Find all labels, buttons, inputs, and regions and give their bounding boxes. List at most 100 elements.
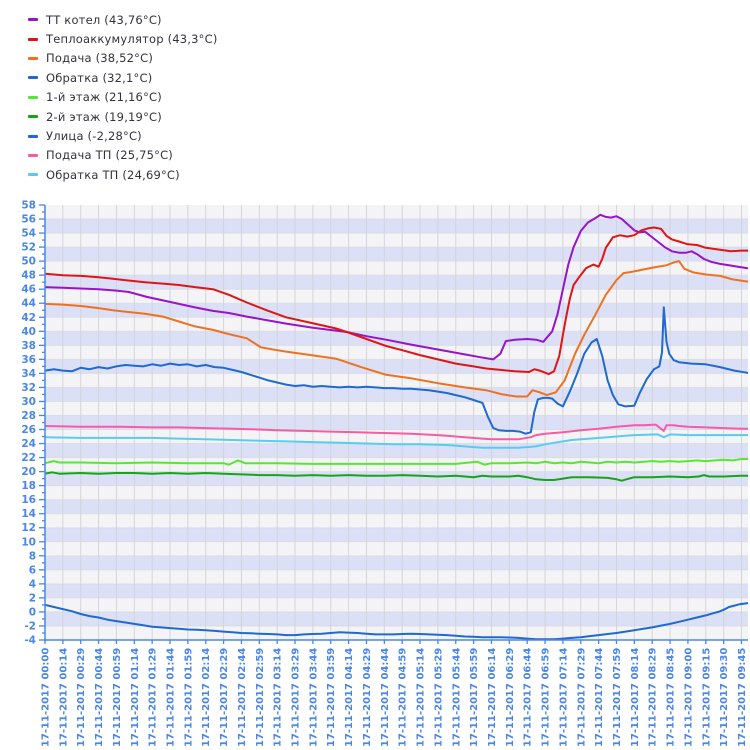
- x-tick-label: 17-11-2017 04:14: [344, 648, 355, 747]
- y-tick-label: 30: [21, 396, 36, 408]
- x-tick-label: 17-11-2017 03:44: [308, 648, 319, 747]
- y-tick-label: 22: [21, 452, 36, 464]
- y-tick-label: 58: [21, 200, 36, 212]
- x-tick-label: 17-11-2017 02:14: [201, 648, 212, 747]
- legend-item-label: Подача ТП (25,75°C): [46, 148, 173, 163]
- series-line-3: [45, 260, 748, 398]
- legend-item-label: 2-й этаж (19,19°C): [46, 109, 162, 124]
- x-tick-label: 17-11-2017 06:44: [523, 648, 534, 747]
- series-color-swatch: [28, 134, 38, 138]
- legend-item-label: 1-й этаж (21,16°C): [46, 90, 162, 105]
- y-tick-label: 44: [21, 298, 36, 310]
- series-color-swatch: [28, 76, 38, 80]
- y-axis-labels: 5856545250484644424038363432302826242220…: [21, 200, 36, 647]
- y-tick-label: 28: [21, 410, 36, 422]
- y-tick-label: 34: [21, 368, 36, 380]
- y-tick-label: 12: [21, 522, 36, 534]
- y-tick-label: 52: [21, 242, 36, 254]
- x-tick-label: 17-11-2017 09:30: [719, 648, 730, 747]
- y-tick-label: 36: [21, 354, 36, 366]
- x-tick-label: 17-11-2017 03:29: [291, 648, 302, 747]
- series-line-7: [45, 602, 748, 641]
- series-color-swatch: [28, 95, 38, 99]
- gridlines: [45, 205, 748, 640]
- y-tick-label: 38: [21, 340, 36, 352]
- y-tick-label: 10: [21, 536, 36, 548]
- legend-item-6[interactable]: 2-й этаж (19,19°C): [28, 107, 218, 126]
- series-color-swatch: [28, 37, 38, 41]
- x-tick-label: 17-11-2017 07:14: [558, 648, 569, 747]
- x-tick-label: 17-11-2017 02:44: [237, 648, 248, 747]
- x-tick-label: 17-11-2017 09:00: [683, 648, 694, 747]
- y-tick-label: 54: [21, 228, 36, 240]
- x-tick-label: 17-11-2017 04:59: [398, 648, 409, 747]
- x-tick-label: 17-11-2017 08:29: [648, 648, 659, 747]
- legend-item-1[interactable]: ТТ котел (43,76°C): [28, 10, 218, 29]
- chart-legend: ТТ котел (43,76°C) Теплоаккумулятор (43,3…: [28, 10, 218, 185]
- x-tick-label: 17-11-2017 06:29: [505, 648, 516, 747]
- x-tick-label: 17-11-2017 00:44: [94, 648, 105, 747]
- x-tick-label: 17-11-2017 04:29: [362, 648, 373, 747]
- series-line-4: [45, 306, 748, 435]
- x-tick-label: 17-11-2017 08:45: [666, 648, 677, 747]
- y-tick-label: 2: [29, 592, 36, 604]
- y-tick-label: 46: [21, 284, 36, 296]
- y-tick-label: -2: [24, 620, 36, 632]
- y-tick-label: 8: [29, 550, 36, 562]
- legend-item-label: Подача (38,52°C): [46, 51, 154, 66]
- axes: [39, 204, 748, 644]
- y-tick-label: 56: [21, 214, 36, 226]
- legend-item-2[interactable]: Теплоаккумулятор (43,3°C): [28, 29, 218, 48]
- x-tick-label: 17-11-2017 07:44: [594, 648, 605, 747]
- series-line-8: [45, 423, 748, 441]
- x-tick-label: 17-11-2017 09:45: [737, 648, 748, 747]
- legend-item-label: ТТ котел (43,76°C): [46, 12, 162, 27]
- x-tick-label: 17-11-2017 01:29: [148, 648, 159, 747]
- y-tick-label: 24: [21, 438, 36, 450]
- x-tick-label: 17-11-2017 07:59: [612, 648, 623, 747]
- series-line-2: [45, 226, 748, 376]
- legend-item-label: Теплоаккумулятор (43,3°C): [46, 32, 218, 47]
- legend-item-5[interactable]: 1-й этаж (21,16°C): [28, 88, 218, 107]
- x-tick-label: 17-11-2017 00:29: [76, 648, 87, 747]
- x-tick-label: 17-11-2017 05:59: [469, 648, 480, 747]
- y-tick-label: 40: [21, 326, 36, 338]
- y-tick-label: 26: [21, 424, 36, 436]
- series-line-9: [45, 433, 748, 449]
- x-tick-label: 17-11-2017 00:14: [58, 648, 69, 747]
- y-tick-label: 50: [21, 256, 36, 268]
- y-tick-label: -4: [24, 635, 36, 647]
- x-tick-label: 17-11-2017 06:59: [541, 648, 552, 747]
- x-tick-label: 17-11-2017 03:59: [326, 648, 337, 747]
- legend-item-label: Обратка ТП (24,69°C): [46, 167, 180, 182]
- x-tick-label: 17-11-2017 05:44: [451, 648, 462, 747]
- series-color-swatch: [28, 115, 38, 119]
- y-tick-label: 20: [21, 466, 36, 478]
- legend-item-7[interactable]: Улица (-2,28°C): [28, 126, 218, 145]
- x-tick-label: 17-11-2017 05:14: [416, 648, 427, 747]
- x-tick-label: 17-11-2017 01:44: [166, 648, 177, 747]
- y-tick-label: 0: [29, 606, 36, 618]
- y-tick-label: 48: [21, 270, 36, 282]
- x-axis-labels: 17-11-2017 00:00 17-11-2017 00:14 17-11-20…: [41, 648, 749, 747]
- x-tick-label: 17-11-2017 01:59: [183, 648, 194, 747]
- legend-item-8[interactable]: Подача ТП (25,75°C): [28, 146, 218, 165]
- legend-item-9[interactable]: Обратка ТП (24,69°C): [28, 165, 218, 184]
- legend-item-4[interactable]: Обратка (32,1°C): [28, 68, 218, 87]
- y-tick-label: 6: [29, 564, 36, 576]
- x-tick-label: 17-11-2017 06:14: [487, 648, 498, 747]
- x-tick-label: 17-11-2017 00:59: [112, 648, 123, 747]
- x-tick-label: 17-11-2017 05:29: [433, 648, 444, 747]
- y-tick-label: 14: [21, 508, 36, 520]
- series-color-swatch: [28, 173, 38, 177]
- x-tick-label: 17-11-2017 02:59: [255, 648, 266, 747]
- series-color-swatch: [28, 56, 38, 60]
- x-tick-label: 17-11-2017 02:29: [219, 648, 230, 747]
- y-tick-label: 18: [21, 480, 36, 492]
- legend-item-label: Обратка (32,1°C): [46, 70, 153, 85]
- x-tick-label: 17-11-2017 01:14: [130, 648, 141, 747]
- legend-item-3[interactable]: Подача (38,52°C): [28, 49, 218, 68]
- series-color-swatch: [28, 18, 38, 22]
